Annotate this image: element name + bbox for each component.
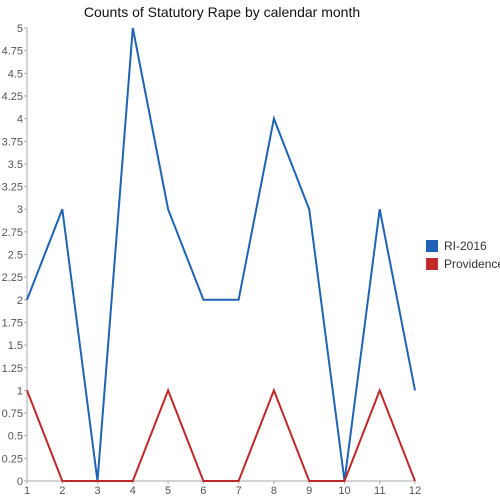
y-tick-label: 2.75 bbox=[2, 227, 23, 239]
x-tick-label: 1 bbox=[24, 485, 30, 497]
y-tick-label: 3.25 bbox=[2, 182, 23, 194]
y-tick-label: 2.25 bbox=[2, 272, 23, 284]
y-tick-label: 1.5 bbox=[8, 340, 23, 352]
y-tick-label: 1 bbox=[17, 385, 23, 397]
legend-swatch bbox=[426, 258, 438, 270]
x-tick-label: 8 bbox=[271, 485, 277, 497]
y-tick-label: 1.25 bbox=[2, 363, 23, 375]
x-tick-label: 9 bbox=[306, 485, 312, 497]
y-tick-label: 4 bbox=[17, 114, 23, 126]
legend-label: RI-2016 bbox=[444, 239, 487, 253]
y-tick-label: 0.25 bbox=[2, 453, 23, 465]
series-line-ri-2016 bbox=[26, 27, 416, 482]
y-tick-label: 3.75 bbox=[2, 136, 23, 148]
y-tick-label: 4.25 bbox=[2, 91, 23, 103]
y-tick-label: 4.75 bbox=[2, 46, 23, 58]
y-tick-label: 2.5 bbox=[8, 250, 23, 262]
legend-label: Providence bbox=[444, 257, 500, 271]
x-tick-label: 5 bbox=[165, 485, 171, 497]
x-tick-label: 2 bbox=[59, 485, 65, 497]
x-tick-label: 6 bbox=[200, 485, 206, 497]
y-axis-ticks: 0 0.25 0.5 0.75 1 1.25 1.5 1.75 2 2.25 2.5 2.75 3 3.2… bbox=[2, 23, 27, 488]
chart-title: Counts of Statutory Rape by calendar mon… bbox=[84, 4, 360, 20]
series-line-providence bbox=[26, 387, 416, 482]
x-tick-label: 11 bbox=[374, 485, 385, 497]
y-tick-label: 3 bbox=[17, 204, 23, 216]
legend-swatch bbox=[426, 240, 438, 252]
y-tick-label: 0 bbox=[17, 476, 23, 488]
y-tick-label: 3.5 bbox=[8, 159, 23, 171]
y-tick-label: 0.75 bbox=[2, 408, 23, 420]
y-tick-label: 2 bbox=[17, 295, 23, 307]
y-tick-label: 1.75 bbox=[2, 317, 23, 329]
y-tick-label: 4.5 bbox=[8, 68, 23, 80]
x-axis-ticks: 1 2 3 4 5 6 7 8 9 10 11 12 bbox=[24, 481, 421, 497]
x-tick-label: 4 bbox=[130, 485, 136, 497]
x-tick-label: 10 bbox=[338, 485, 350, 497]
y-tick-label: 0.5 bbox=[8, 431, 23, 443]
x-tick-label: 7 bbox=[236, 485, 242, 497]
y-tick-label: 5 bbox=[17, 23, 23, 35]
series-lines bbox=[26, 27, 416, 482]
legend: RI-2016 Providence bbox=[426, 239, 500, 271]
axes bbox=[26, 28, 415, 482]
x-tick-label: 12 bbox=[409, 485, 421, 497]
x-tick-label: 3 bbox=[94, 485, 100, 497]
